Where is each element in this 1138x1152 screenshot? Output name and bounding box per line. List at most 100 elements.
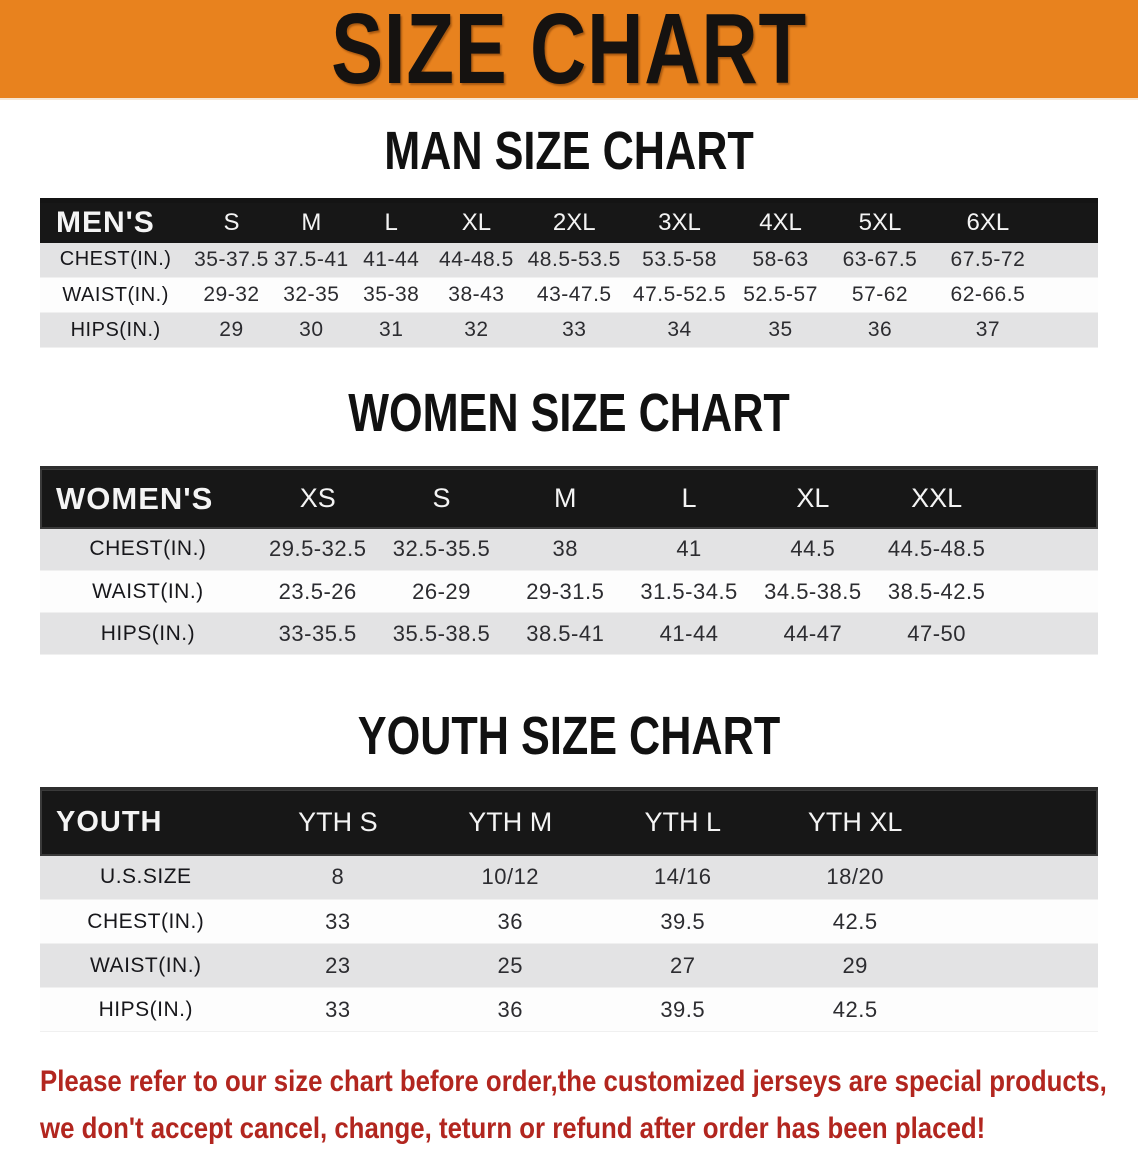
size-value-cell: 31.5-34.5 <box>640 578 738 604</box>
table-row: HIPS(IN.) 29 30 31 32 33 34 35 36 37 <box>40 312 1098 348</box>
size-value-cell: 25 <box>497 952 524 978</box>
size-value-cell: 29-32 <box>203 283 260 306</box>
order-policy-line-1: Please refer to our size chart before or… <box>40 1065 1107 1098</box>
size-value-cell: 29 <box>842 952 868 978</box>
size-value-cell: 48.5-53.5 <box>527 247 621 271</box>
men-section-title: MAN SIZE CHART <box>384 121 754 181</box>
size-value-cell: 42.5 <box>832 996 878 1022</box>
youth-size-section: YOUTH SIZE CHART YOUTH YTH S YTH M YTH L YTH… <box>0 709 1138 1032</box>
size-value-cell: 18/20 <box>826 864 884 890</box>
size-value-cell: 44-48.5 <box>439 247 514 271</box>
size-value-cell: 29 <box>219 318 244 341</box>
column-header: M <box>301 208 322 236</box>
size-value-cell: 14/16 <box>653 864 712 890</box>
header-row: YOUTH YTH S YTH M YTH L YTH XL <box>40 788 1098 856</box>
size-value-cell: 8 <box>331 864 345 890</box>
column-header: XS <box>299 483 336 514</box>
row-label: HIPS(IN.) <box>70 318 161 341</box>
group-header-label: WOMEN'S <box>56 480 214 516</box>
size-value-cell: 52.5-57 <box>743 283 818 306</box>
table-row: HIPS(IN.) 33-35.5 35.5-38.5 38.5-41 41-44 44-… <box>40 612 1098 655</box>
row-label: CHEST(IN.) <box>89 537 207 561</box>
youth-section-title: YOUTH SIZE CHART <box>357 706 781 766</box>
table-row: CHEST(IN.) 35-37.5 37.5-41 41-44 44-48.5 48.5… <box>40 242 1098 278</box>
column-header: 5XL <box>858 208 902 236</box>
order-policy-line-2: we don't accept cancel, change, teturn o… <box>40 1112 986 1145</box>
table-row: WAIST(IN.) 23 25 27 29 <box>40 943 1098 988</box>
size-value-cell: 31 <box>379 318 404 341</box>
size-value-cell: 62-66.5 <box>950 283 1026 306</box>
size-value-cell: 36 <box>867 318 893 341</box>
size-value-cell: 37 <box>975 318 1001 341</box>
size-value-cell: 44.5-48.5 <box>887 536 986 562</box>
column-header: XL <box>796 483 830 514</box>
size-value-cell: 32.5-35.5 <box>392 536 491 562</box>
table-row: U.S.SIZE 8 10/12 14/16 18/20 <box>40 855 1098 900</box>
size-value-cell: 27 <box>669 952 696 978</box>
row-label: WAIST(IN.) <box>92 579 204 603</box>
size-value-cell: 47-50 <box>907 620 967 646</box>
size-value-cell: 36 <box>497 996 524 1022</box>
column-header: YTH S <box>298 807 378 838</box>
row-label: WAIST(IN.) <box>62 283 169 306</box>
column-header: XXL <box>911 483 963 514</box>
column-header: 4XL <box>759 208 802 236</box>
spacer-cell <box>999 468 1098 529</box>
size-value-cell: 41-44 <box>659 620 719 646</box>
size-value-cell: 41 <box>676 536 702 562</box>
row-label: U.S.SIZE <box>100 865 192 889</box>
size-chart-banner: SIZE CHART <box>0 0 1138 100</box>
column-header: L <box>384 208 398 236</box>
size-value-cell: 41-44 <box>363 247 420 271</box>
size-value-cell: 44-47 <box>783 620 843 646</box>
size-value-cell: 38 <box>552 536 579 562</box>
size-value-cell: 29.5-32.5 <box>268 536 367 562</box>
spacer-cell <box>999 571 1098 613</box>
size-value-cell: 10/12 <box>481 864 540 890</box>
women-size-table-host: WOMEN'S XS S M L XL XXL CHEST(IN.) 29.5-32.5 32.5… <box>40 466 1098 655</box>
header-row: MEN'S S M L XL 2XL 3XL 4XL 5XL 6XL <box>40 200 1098 243</box>
size-value-cell: 30 <box>299 318 324 341</box>
column-header: M <box>554 483 577 514</box>
row-label: WAIST(IN.) <box>90 953 202 977</box>
spacer-cell <box>941 944 1098 988</box>
spacer-cell <box>999 613 1098 655</box>
size-value-cell: 38-43 <box>448 283 505 306</box>
size-value-cell: 36 <box>497 908 524 934</box>
spacer-cell <box>1045 278 1098 313</box>
size-value-cell: 67.5-72 <box>950 247 1026 271</box>
size-value-cell: 26-29 <box>412 578 471 604</box>
spacer-cell <box>1045 201 1098 243</box>
size-value-cell: 35 <box>768 318 793 341</box>
table-row: CHEST(IN.) 33 36 39.5 42.5 <box>40 899 1098 944</box>
size-value-cell: 63-67.5 <box>842 247 918 271</box>
size-value-cell: 33-35.5 <box>278 620 357 646</box>
men-size-table-host: MEN'S S M L XL 2XL 3XL 4XL 5XL 6XL CHEST(IN.) 35-37… <box>40 198 1098 348</box>
size-value-cell: 39.5 <box>660 996 706 1022</box>
spacer-cell <box>941 900 1098 944</box>
size-value-cell: 34.5-38.5 <box>764 578 862 604</box>
row-label: CHEST(IN.) <box>59 248 172 271</box>
column-header: S <box>223 208 240 236</box>
size-value-cell: 47.5-52.5 <box>632 283 727 306</box>
column-header: YTH XL <box>807 807 903 838</box>
column-header: L <box>681 483 697 514</box>
column-header: S <box>432 483 451 514</box>
column-header: 2XL <box>552 208 596 236</box>
size-value-cell: 43-47.5 <box>536 283 612 306</box>
size-table: WOMEN'S XS S M L XL XXL CHEST(IN.) 29.5-32.5 32.5… <box>40 466 1098 655</box>
size-value-cell: 34 <box>667 318 692 341</box>
size-value-cell: 32 <box>464 318 489 341</box>
size-table: MEN'S S M L XL 2XL 3XL 4XL 5XL 6XL CHEST(IN.) 35-37… <box>40 198 1098 348</box>
size-value-cell: 33 <box>562 318 587 341</box>
size-value-cell: 35-38 <box>363 283 420 306</box>
size-value-cell: 33 <box>325 996 351 1022</box>
column-header: 6XL <box>966 208 1010 236</box>
header-row: WOMEN'S XS S M L XL XXL <box>40 467 1098 529</box>
column-header: YTH L <box>644 807 721 838</box>
women-size-section: WOMEN SIZE CHART WOMEN'S XS S M L XL XXL CHEST(… <box>0 386 1138 655</box>
size-table: YOUTH YTH S YTH M YTH L YTH XL U.S.SIZE 8 10/12… <box>40 787 1098 1032</box>
size-value-cell: 44.5 <box>790 536 836 562</box>
size-value-cell: 35.5-38.5 <box>392 620 491 646</box>
table-row: WAIST(IN.) 23.5-26 26-29 29-31.5 31.5-34.5 34… <box>40 570 1098 613</box>
